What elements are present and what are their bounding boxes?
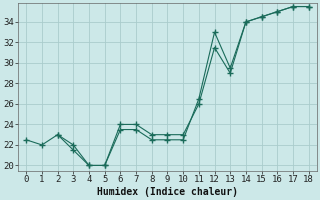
X-axis label: Humidex (Indice chaleur): Humidex (Indice chaleur) — [97, 186, 238, 197]
